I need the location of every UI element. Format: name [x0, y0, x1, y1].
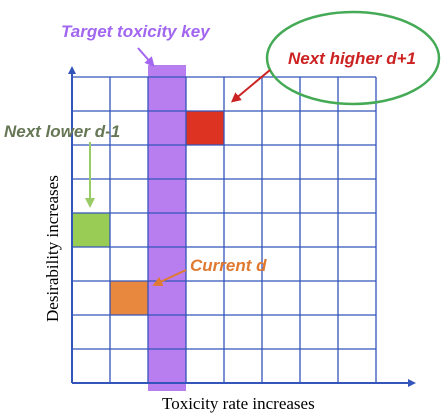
y-axis-label: Desirability increases: [43, 175, 62, 322]
target-key-column: [148, 65, 186, 391]
next-higher-label: Next higher d+1: [288, 49, 416, 68]
current-label: Current d: [190, 256, 267, 275]
next-higher-ellipse: [265, 10, 441, 106]
target-key-arrow: [137, 47, 155, 68]
next-higher-cell: [186, 111, 224, 145]
x-axis-label: Toxicity rate increases: [162, 394, 315, 413]
current-arrow: [152, 269, 187, 286]
next-higher-arrow: [230, 69, 271, 103]
target-key-label: Target toxicity key: [61, 22, 211, 41]
current-cell: [110, 281, 148, 315]
next-lower-label: Next lower d-1: [4, 122, 120, 141]
next-lower-cell: [72, 213, 110, 247]
